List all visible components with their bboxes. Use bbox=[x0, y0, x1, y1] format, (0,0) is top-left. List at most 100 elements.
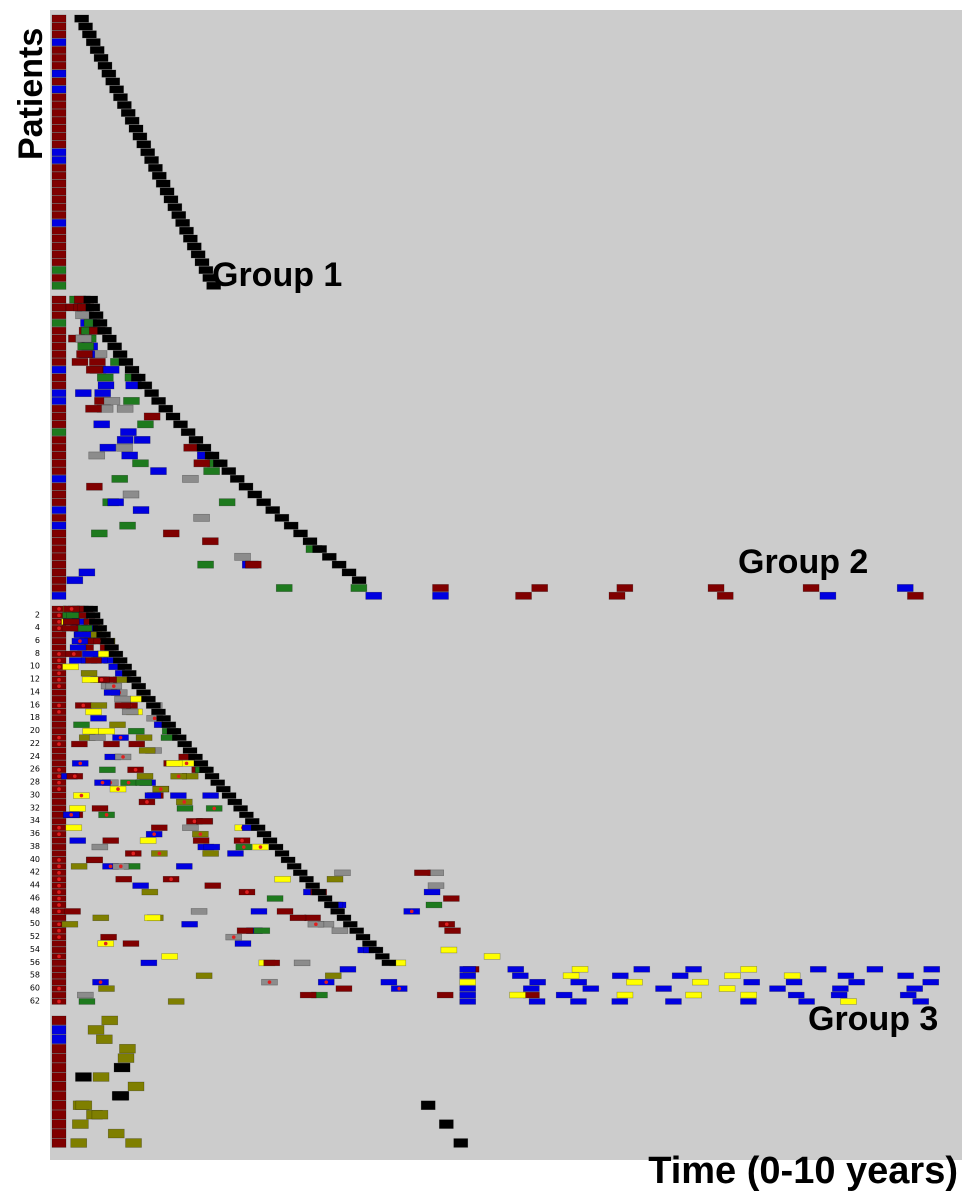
baseline-event bbox=[51, 1128, 67, 1139]
baseline-event bbox=[51, 124, 67, 133]
baseline-event bbox=[51, 1015, 67, 1026]
event bbox=[380, 978, 398, 986]
event-dot bbox=[57, 684, 61, 688]
death-event bbox=[341, 568, 357, 577]
event bbox=[443, 895, 460, 902]
baseline-event bbox=[51, 560, 67, 569]
event-dot bbox=[69, 607, 74, 611]
event-dot bbox=[57, 677, 61, 682]
event-dot bbox=[444, 922, 449, 927]
baseline-event bbox=[51, 436, 67, 444]
event bbox=[61, 625, 79, 632]
baseline-event bbox=[51, 1091, 67, 1101]
death-event bbox=[244, 818, 260, 825]
event-marks bbox=[51, 14, 941, 1148]
event-dot bbox=[57, 870, 61, 875]
baseline-event bbox=[51, 171, 67, 180]
event bbox=[665, 998, 682, 1005]
death-event bbox=[171, 211, 187, 219]
event bbox=[529, 978, 546, 986]
death-event bbox=[194, 258, 210, 267]
death-event bbox=[362, 940, 377, 947]
event bbox=[203, 843, 221, 851]
baseline-event bbox=[51, 412, 67, 421]
event bbox=[218, 498, 236, 507]
event bbox=[88, 451, 106, 460]
row-tick-label: 46 bbox=[30, 893, 40, 902]
event bbox=[80, 670, 98, 677]
event-dot bbox=[192, 819, 197, 824]
event bbox=[103, 397, 121, 405]
event bbox=[78, 998, 96, 1005]
baseline-event bbox=[51, 792, 67, 799]
event bbox=[90, 715, 107, 722]
event bbox=[75, 1100, 93, 1110]
event bbox=[112, 1091, 130, 1101]
death-event bbox=[188, 753, 203, 761]
baseline-event bbox=[51, 187, 67, 196]
death-event bbox=[177, 740, 192, 748]
row-tick-label: 8 bbox=[35, 649, 40, 658]
baseline-event bbox=[51, 482, 67, 491]
event-dot bbox=[57, 825, 61, 830]
event bbox=[107, 1128, 125, 1139]
baseline-event bbox=[51, 319, 67, 327]
death-event bbox=[180, 428, 196, 437]
baseline-event bbox=[51, 576, 67, 585]
event-dot bbox=[158, 787, 163, 791]
death-event bbox=[102, 334, 117, 343]
death-event bbox=[188, 436, 204, 444]
event bbox=[202, 537, 219, 546]
event bbox=[685, 991, 702, 999]
event bbox=[63, 618, 80, 626]
event bbox=[100, 933, 117, 941]
baseline-event bbox=[51, 689, 67, 696]
event bbox=[234, 940, 252, 947]
event-dot bbox=[78, 761, 83, 766]
row-tick-label: 60 bbox=[30, 984, 40, 993]
event-dot bbox=[121, 755, 125, 759]
event bbox=[616, 991, 634, 999]
event bbox=[202, 850, 219, 857]
event bbox=[507, 966, 525, 973]
death-event bbox=[247, 490, 263, 499]
death-event bbox=[256, 498, 271, 507]
event bbox=[685, 966, 702, 973]
row-tick-label: 22 bbox=[30, 739, 40, 748]
death-event bbox=[381, 959, 397, 967]
event bbox=[94, 389, 111, 398]
event bbox=[339, 966, 357, 973]
event-dot bbox=[131, 851, 136, 856]
death-event bbox=[355, 933, 371, 941]
baseline-event bbox=[51, 163, 67, 172]
death-event bbox=[117, 101, 132, 109]
death-event bbox=[351, 576, 367, 585]
event-dot bbox=[116, 787, 120, 791]
event bbox=[335, 985, 353, 992]
baseline-event bbox=[51, 631, 67, 638]
baseline-event bbox=[51, 644, 67, 651]
event-dot bbox=[231, 935, 236, 939]
event bbox=[897, 972, 914, 979]
event bbox=[91, 843, 109, 851]
event bbox=[611, 998, 629, 1005]
event-dot bbox=[169, 877, 173, 882]
event bbox=[116, 436, 134, 444]
event bbox=[192, 837, 210, 844]
baseline-event bbox=[51, 250, 67, 259]
event bbox=[86, 856, 104, 864]
event bbox=[483, 953, 501, 960]
event bbox=[102, 365, 120, 374]
baseline-event bbox=[51, 234, 67, 243]
baseline-event bbox=[51, 38, 67, 47]
event bbox=[204, 882, 222, 889]
baseline-event bbox=[51, 467, 67, 475]
event-dot bbox=[57, 909, 61, 914]
baseline-event bbox=[51, 156, 67, 164]
death-event bbox=[137, 381, 153, 390]
event-dot bbox=[98, 980, 103, 984]
death-event bbox=[100, 637, 115, 645]
event bbox=[150, 467, 167, 475]
death-event bbox=[144, 156, 159, 164]
baseline-event bbox=[51, 843, 67, 851]
